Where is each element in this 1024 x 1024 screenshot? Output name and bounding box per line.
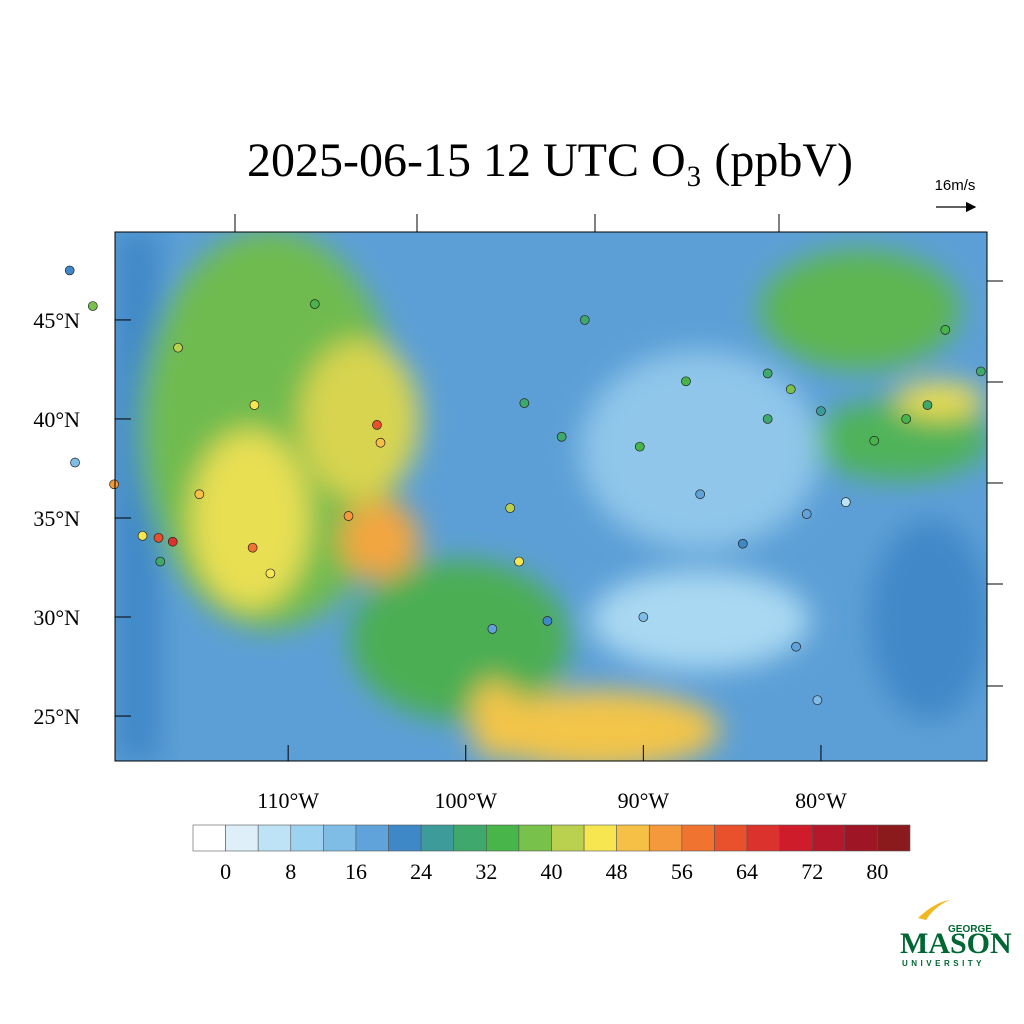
colorbar-box (681, 824, 715, 852)
station (487, 624, 498, 634)
colorbar-label: 72 (801, 859, 823, 884)
logo: GEORGE MASON UNIVERSITY (900, 900, 1012, 968)
colorbar-box (486, 824, 520, 852)
colorbar-box (583, 824, 617, 852)
station (167, 536, 178, 547)
station (812, 695, 823, 706)
colorbar-label: 32 (475, 859, 497, 884)
station (153, 532, 164, 543)
lat-tick-label: 25°N (33, 704, 80, 729)
colorbar-box (616, 824, 650, 852)
colorbar-label: 48 (606, 859, 628, 884)
colorbar-box (779, 824, 813, 852)
colorbar-box (355, 824, 389, 852)
station (343, 511, 354, 521)
colorbar-box (811, 824, 846, 852)
station (505, 503, 516, 513)
colorbar-label: 8 (285, 859, 296, 884)
station (681, 376, 691, 387)
station (173, 342, 183, 353)
station (372, 420, 382, 430)
colorbar-box (453, 824, 487, 852)
logo-bottom: UNIVERSITY (902, 959, 985, 968)
station (519, 398, 530, 408)
station (922, 400, 933, 410)
map-frame (114, 231, 988, 762)
station (265, 568, 276, 579)
colorbar-box (420, 824, 455, 852)
station (375, 437, 386, 448)
station (155, 556, 166, 567)
station (579, 315, 590, 325)
colorbar-box (877, 824, 911, 852)
colorbar-box (551, 824, 585, 852)
station (762, 368, 773, 379)
colorbar-box (648, 824, 683, 852)
colorbar-label: 24 (410, 859, 432, 884)
colorbar-label: 56 (671, 859, 693, 884)
colorbar-label: 80 (866, 859, 888, 884)
title: 2025-06-15 12 UTC O₃ (ppbV) (247, 134, 853, 187)
station (785, 384, 796, 395)
lon-tick-label: 110°W (257, 788, 319, 813)
station (514, 556, 524, 567)
station (309, 299, 320, 309)
colorbar-box (746, 824, 780, 852)
colorbar-box (714, 824, 748, 852)
station (737, 538, 748, 549)
lon-tick-label: 90°W (618, 788, 670, 813)
station (247, 542, 258, 553)
station (634, 441, 645, 452)
station (542, 616, 553, 626)
station (695, 489, 706, 500)
lat-tick-label: 45°N (33, 308, 80, 333)
station (901, 414, 912, 424)
station (840, 497, 851, 507)
station (194, 489, 205, 500)
colorbar-box (290, 824, 324, 852)
logo-top: GEORGE (948, 924, 992, 935)
station (801, 509, 812, 519)
colorbar-box (323, 824, 357, 852)
colorbar-label: 40 (541, 859, 563, 884)
colorbar-box (388, 824, 422, 852)
station (940, 324, 951, 335)
station (638, 612, 649, 622)
station-layer (64, 265, 986, 706)
station (869, 435, 880, 446)
station (64, 265, 75, 276)
lat-tick-label: 35°N (33, 506, 80, 531)
station (975, 366, 986, 377)
station (249, 400, 260, 410)
ozone-field (115, 232, 987, 761)
frame-ticks (234, 214, 1003, 687)
logo-middle: MASON (900, 927, 1012, 960)
lat-tick-label: 40°N (33, 407, 80, 432)
station (556, 431, 567, 442)
station (791, 641, 801, 652)
colorbar-box (518, 824, 552, 852)
lon-tick-label: 100°W (434, 788, 497, 813)
colorbar-box (192, 824, 226, 852)
colorbar-label: 16 (345, 859, 367, 884)
station (816, 406, 826, 416)
colorbar-label: 0 (220, 859, 231, 884)
lat-tick-label: 30°N (33, 605, 80, 630)
colorbar-box (225, 824, 259, 852)
station (762, 414, 773, 424)
vector-reference-label: 16m/s (935, 177, 976, 194)
station (70, 457, 80, 468)
station (87, 301, 98, 311)
colorbar-box (844, 824, 878, 852)
station (137, 530, 148, 541)
station (109, 479, 119, 490)
lon-tick-label: 80°W (795, 788, 847, 813)
colorbar-label: 64 (736, 859, 758, 884)
colorbar-box (257, 824, 292, 852)
